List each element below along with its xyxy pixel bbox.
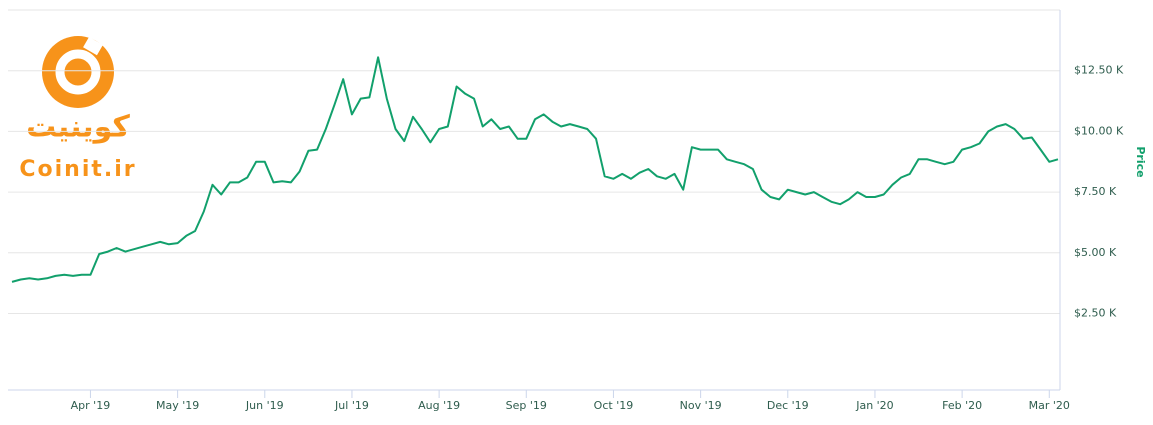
- x-tick-label: Aug '19: [418, 399, 460, 412]
- x-tick-label: Jun '19: [245, 399, 284, 412]
- x-tick-label: Apr '19: [71, 399, 111, 412]
- price-line: [11, 56, 1059, 283]
- x-tick-label: Jul '19: [334, 399, 369, 412]
- x-tick-label: Feb '20: [942, 399, 982, 412]
- logo-ring: [55, 49, 101, 95]
- x-tick-label: Jan '20: [855, 399, 893, 412]
- y-tick-label: $12.50 K: [1074, 64, 1124, 77]
- logo-notch: [83, 36, 103, 56]
- y-tick-label: $5.00 K: [1074, 246, 1117, 259]
- x-tick-label: Dec '19: [767, 399, 809, 412]
- x-tick-label: Mar '20: [1029, 399, 1070, 412]
- logo-site: Coinit.ir: [19, 157, 136, 182]
- y-tick-label: $10.00 K: [1074, 124, 1124, 137]
- y-tick-label: $2.50 K: [1074, 307, 1117, 320]
- x-tick-label: May '19: [156, 399, 199, 412]
- x-tick-label: Oct '19: [594, 399, 634, 412]
- logo-title: کوینیت: [26, 110, 130, 145]
- x-tick-label: Nov '19: [680, 399, 722, 412]
- y-axis-title: Price: [1134, 146, 1147, 177]
- logo-circle: [42, 36, 114, 108]
- x-tick-label: Sep '19: [506, 399, 547, 412]
- y-tick-label: $7.50 K: [1074, 185, 1117, 198]
- logo: کوینیت Coinit.ir: [19, 36, 136, 182]
